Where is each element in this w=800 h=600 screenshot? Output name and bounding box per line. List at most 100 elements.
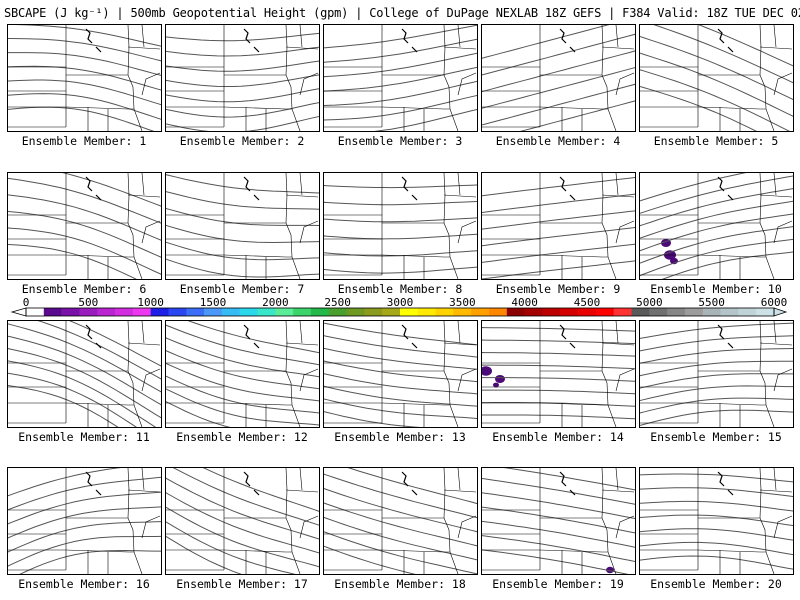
state-border-line	[324, 214, 444, 224]
colorbar-swatch	[382, 308, 401, 316]
ensemble-member-label: Ensemble Member: 5	[653, 134, 779, 148]
colorbar-swatch	[453, 308, 472, 316]
colorbar-tick-label: 6000	[760, 296, 788, 309]
contour-line	[482, 492, 635, 520]
state-border-line	[773, 72, 793, 96]
contour-line	[8, 348, 161, 419]
state-border-line	[457, 321, 461, 344]
state-border-line	[457, 515, 477, 539]
state-border-line	[443, 489, 477, 493]
state-borders	[640, 468, 793, 574]
cape-area	[482, 366, 505, 388]
colorbar-swatch	[204, 308, 223, 316]
colorbar-swatch	[649, 308, 668, 316]
colorbar-tick-label: 2500	[324, 296, 351, 309]
state-border-line	[8, 66, 128, 76]
lake-outline	[85, 471, 102, 496]
contour-line	[482, 364, 635, 370]
contour-line	[8, 468, 121, 497]
contour-line	[166, 337, 319, 378]
colorbar-swatch	[560, 308, 579, 316]
panel-map	[640, 468, 793, 574]
state-border-line	[615, 72, 635, 96]
contour-line	[166, 535, 242, 574]
contour-line	[166, 174, 319, 194]
state-border-line	[381, 402, 450, 406]
contour-line	[640, 175, 793, 214]
state-border-line	[127, 517, 143, 574]
contour-line	[324, 385, 477, 407]
contour-line	[640, 487, 793, 497]
state-border-line	[457, 173, 461, 196]
contour-line	[8, 52, 161, 76]
state-border-line	[615, 515, 635, 539]
state-border-line	[773, 468, 777, 491]
contour-line	[166, 191, 319, 210]
colorbar-tick-label: 5500	[698, 296, 725, 309]
state-border-line	[601, 46, 635, 50]
contour-line	[653, 25, 793, 84]
ensemble-member-panel	[7, 320, 162, 428]
height-contours	[482, 176, 635, 279]
contour-line	[166, 388, 319, 426]
contour-line	[166, 477, 319, 540]
colorbar-swatch	[595, 308, 615, 316]
ensemble-member-label: Ensemble Member: 17	[176, 577, 308, 591]
contour-line	[640, 322, 793, 339]
ensemble-member-label: Ensemble Member: 11	[18, 430, 150, 444]
contour-line	[166, 88, 319, 103]
contour-line	[62, 173, 161, 207]
colorbar-tick-label: 3500	[449, 296, 476, 309]
state-border-line	[443, 222, 459, 279]
state-border-line	[324, 509, 444, 519]
state-border-line	[640, 549, 699, 570]
state-border-line	[299, 25, 303, 48]
colorbar-tick-label: 1500	[199, 296, 227, 309]
contour-line	[640, 473, 793, 483]
colorbar-swatch	[542, 308, 561, 316]
colorbar-swatch	[524, 308, 543, 316]
colorbar-tick-label: 0	[22, 296, 30, 309]
contour-line	[166, 115, 319, 131]
state-border-line	[759, 489, 793, 493]
ensemble-member-panel	[481, 172, 636, 280]
ensemble-member-panel	[639, 467, 794, 575]
contour-line	[640, 348, 793, 364]
state-border-line	[127, 468, 130, 519]
colorbar-swatch	[26, 308, 45, 316]
state-border-line	[127, 222, 143, 279]
lake-outline	[717, 324, 734, 349]
contour-line	[347, 468, 477, 505]
state-borders	[640, 321, 793, 427]
ensemble-member-panel	[7, 467, 162, 575]
contour-line	[324, 200, 477, 206]
contour-line	[324, 217, 477, 223]
state-border-line	[324, 549, 383, 570]
contour-line	[202, 468, 319, 512]
contour-line	[166, 324, 319, 366]
state-borders	[8, 25, 161, 131]
panel-map	[324, 321, 477, 427]
contour-line	[482, 210, 635, 230]
state-border-line	[697, 106, 766, 110]
colorbar-tick-label: 4500	[573, 296, 601, 309]
contour-line	[640, 188, 793, 227]
state-border-line	[141, 173, 145, 196]
contour-line	[503, 468, 635, 491]
panel-map	[640, 173, 793, 279]
state-border-line	[759, 46, 793, 50]
height-contours	[640, 25, 793, 131]
panel-map	[8, 25, 161, 131]
ensemble-member-label: Ensemble Member: 10	[650, 282, 782, 296]
ensemble-member-label: Ensemble Member: 4	[495, 134, 621, 148]
state-border-line	[640, 509, 760, 519]
state-border-line	[539, 254, 608, 258]
panel-map	[482, 321, 635, 427]
state-border-line	[773, 25, 777, 48]
colorbar-swatch	[150, 308, 169, 316]
height-contours	[324, 322, 477, 427]
colorbar-swatch	[328, 308, 347, 316]
colorbar-swatch	[756, 308, 775, 316]
lake-outline	[85, 28, 102, 53]
height-contours	[640, 322, 793, 426]
